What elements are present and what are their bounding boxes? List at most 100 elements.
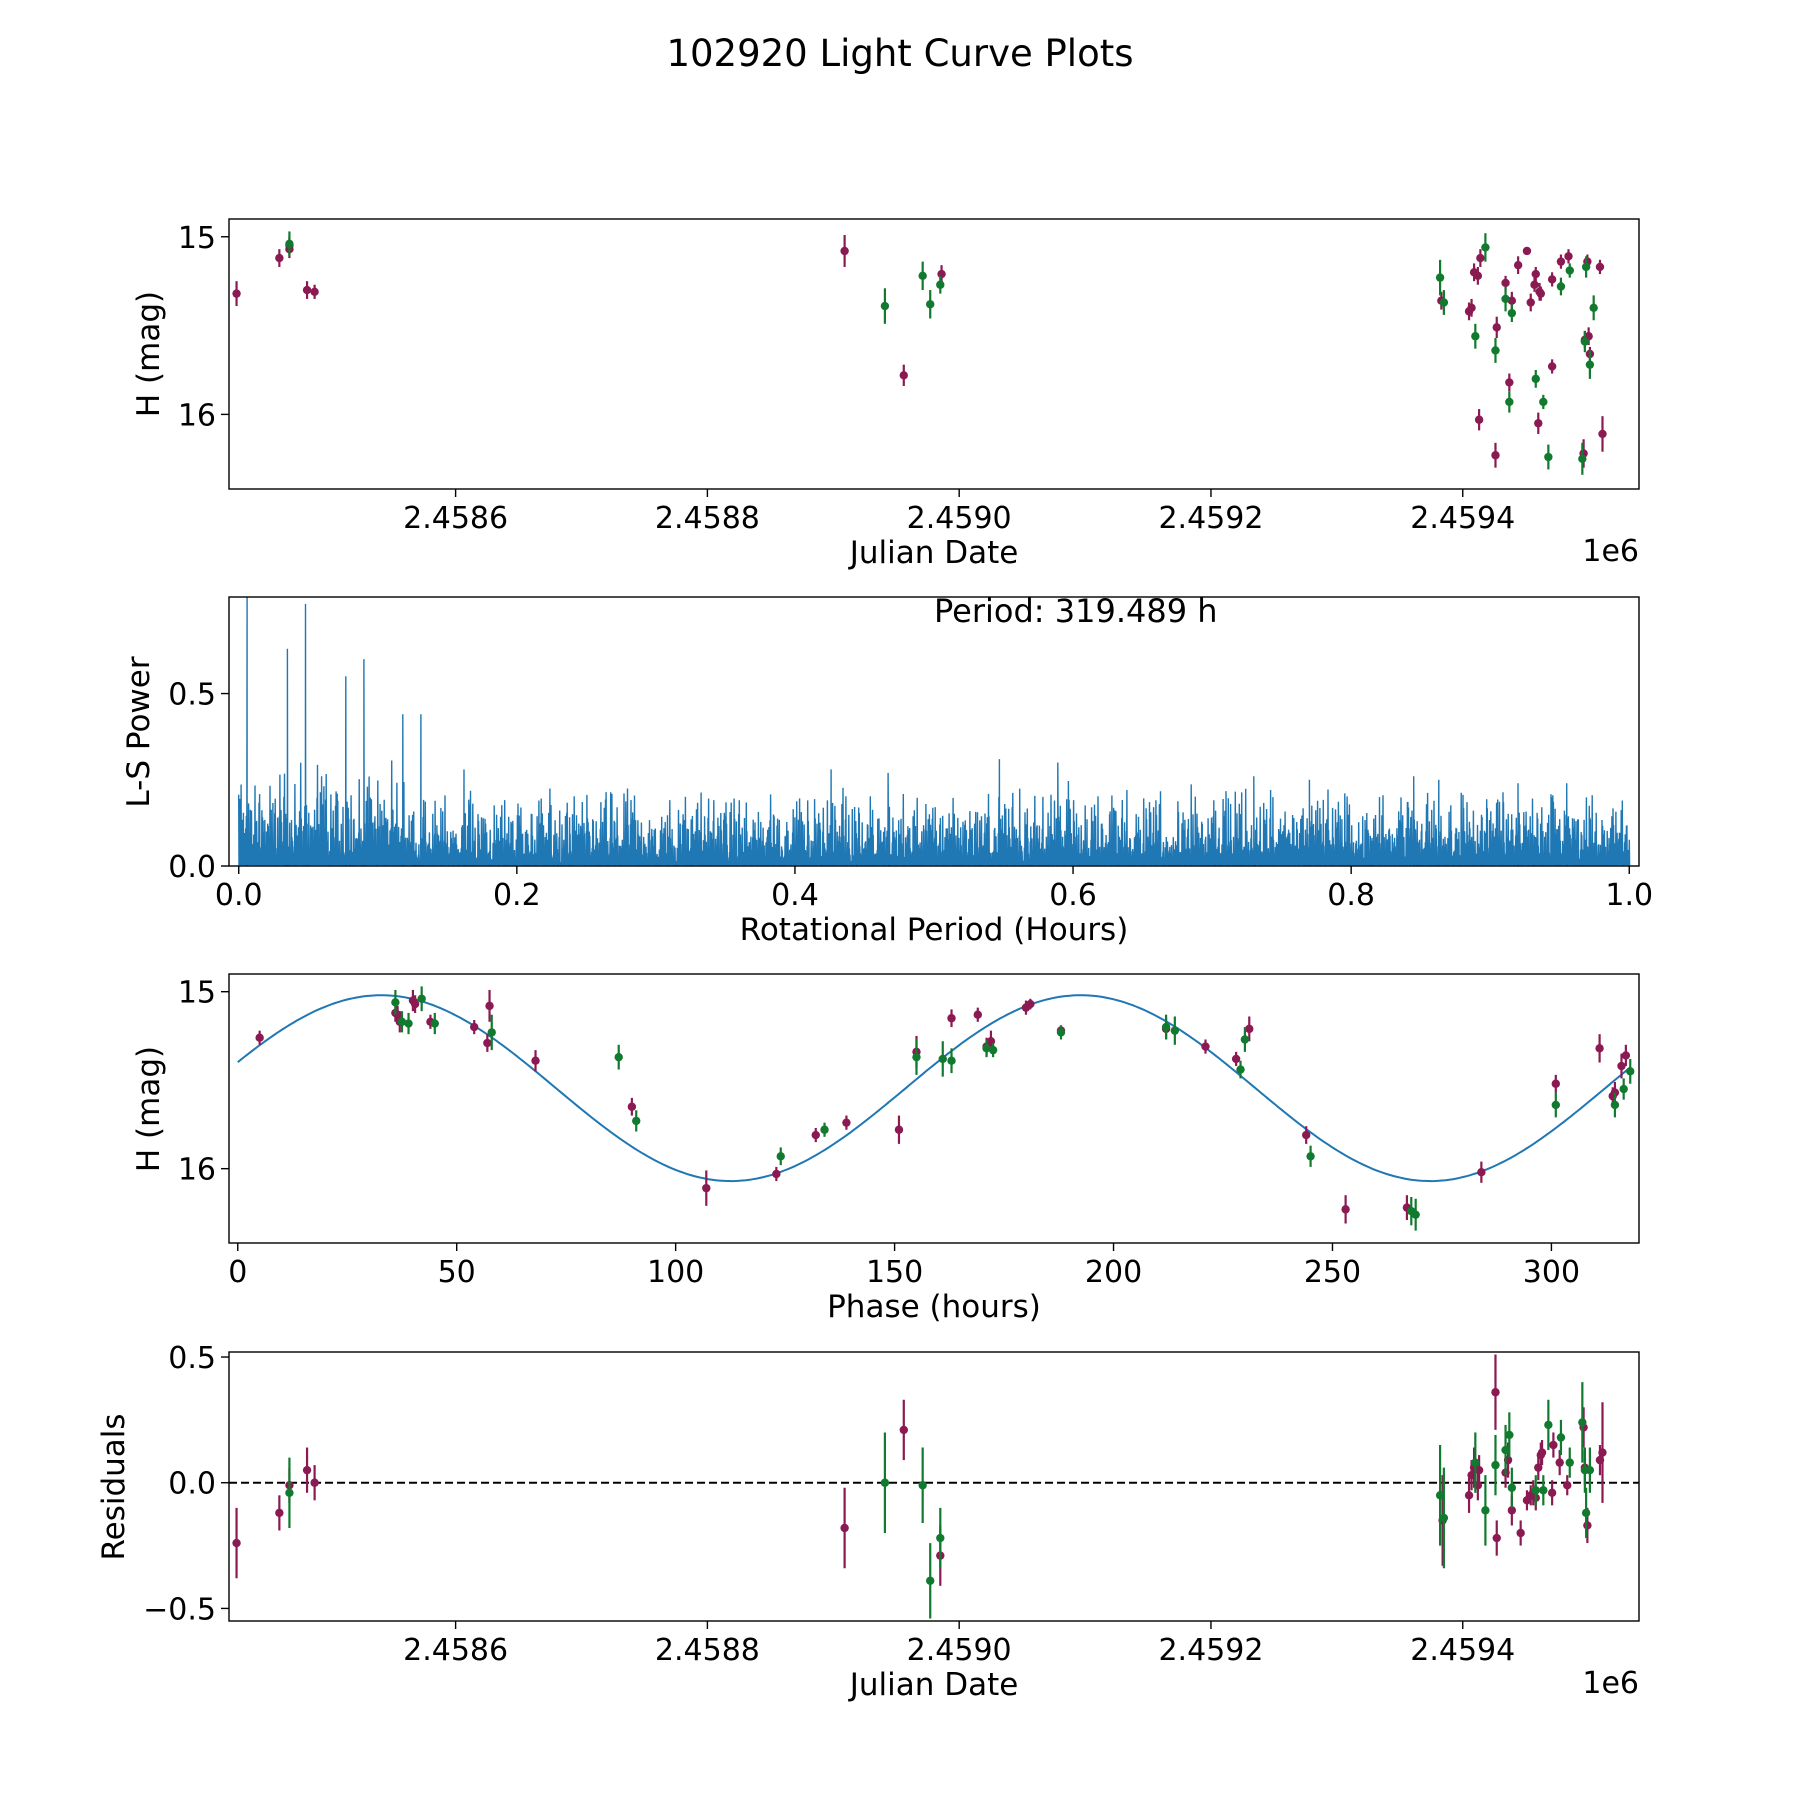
data-point xyxy=(880,1478,890,1487)
axes-frame xyxy=(228,973,1640,1244)
data-point xyxy=(285,239,294,249)
x-offset-label: 1e6 xyxy=(1582,1666,1639,1701)
data-point xyxy=(1505,397,1514,407)
data-point xyxy=(1245,1024,1254,1034)
data-point xyxy=(1473,271,1483,281)
data-point xyxy=(275,1508,284,1518)
data-point xyxy=(1536,289,1546,298)
data-point xyxy=(842,1118,851,1127)
x-tick-label: 0.6 xyxy=(1049,878,1097,913)
x-tick-label: 2.4594 xyxy=(1410,501,1515,536)
panel-raw-light-curve: 2.4586 2.4588 2.4590 2.4592 2.4594 15 16 Julia… xyxy=(131,218,1640,571)
data-point xyxy=(485,1001,494,1011)
data-point xyxy=(1585,360,1595,369)
data-point xyxy=(1492,323,1501,332)
x-axis-label: Phase (hours) xyxy=(827,1289,1041,1325)
data-point xyxy=(1621,1051,1631,1060)
y-axis-label: Residuals xyxy=(96,1413,132,1560)
data-point xyxy=(1481,1506,1490,1515)
data-point xyxy=(1474,415,1484,424)
data-point xyxy=(1464,1491,1474,1500)
data-point xyxy=(820,1125,829,1134)
data-point xyxy=(947,1056,956,1065)
data-point xyxy=(776,1152,785,1161)
data-point xyxy=(936,280,945,289)
y-tick-label: −0.5 xyxy=(143,1592,216,1627)
y-tick-label: 0.0 xyxy=(168,850,216,885)
data-point xyxy=(1556,282,1566,291)
data-point xyxy=(255,1033,264,1042)
x-tick-label: 2.4590 xyxy=(907,501,1012,536)
x-tick-label: 100 xyxy=(647,1255,704,1290)
data-point xyxy=(918,1481,927,1490)
data-point xyxy=(899,1425,908,1435)
x-tick-label: 300 xyxy=(1523,1255,1580,1290)
data-point xyxy=(840,246,849,256)
data-point xyxy=(1626,1067,1635,1076)
data-point xyxy=(1564,252,1573,261)
data-point xyxy=(1531,1486,1540,1495)
data-point xyxy=(1547,1488,1557,1497)
y-tick-label: 15 xyxy=(178,221,216,256)
data-point xyxy=(1471,1458,1480,1467)
data-point xyxy=(937,269,946,279)
x-tick-label: 2.4586 xyxy=(403,1633,508,1668)
data-point xyxy=(1240,1035,1250,1044)
data-point xyxy=(1551,1100,1561,1110)
x-tick-label: 2.4588 xyxy=(655,501,760,536)
periodogram-line xyxy=(238,597,1631,866)
data-point xyxy=(302,1465,312,1475)
data-point xyxy=(627,1102,637,1111)
data-point xyxy=(899,371,908,380)
y-tick-label: 0.5 xyxy=(168,678,216,713)
y-tick-label: 0.0 xyxy=(168,1467,216,1502)
data-point xyxy=(1476,253,1485,263)
series-green xyxy=(285,231,1598,475)
x-tick-label: 2.4592 xyxy=(1158,501,1263,536)
data-point xyxy=(1565,266,1574,275)
data-point xyxy=(1026,999,1035,1009)
data-point xyxy=(470,1022,479,1032)
data-point xyxy=(1513,260,1523,270)
x-tick-label: 0.4 xyxy=(771,878,819,913)
data-point xyxy=(926,1576,935,1585)
y-tick-label: 0.5 xyxy=(168,1341,216,1376)
data-point xyxy=(1491,346,1500,355)
data-point xyxy=(1555,1458,1564,1467)
data-point xyxy=(1439,298,1449,307)
data-point xyxy=(275,253,284,263)
x-axis-label: Rotational Period (Hours) xyxy=(740,912,1129,948)
data-point xyxy=(614,1052,623,1062)
data-point xyxy=(1531,374,1540,384)
data-point xyxy=(410,999,420,1009)
data-point xyxy=(894,1125,904,1134)
data-point xyxy=(1302,1130,1311,1140)
y-axis-label: H (mag) xyxy=(131,291,167,417)
data-point xyxy=(232,1538,241,1548)
data-point xyxy=(285,1488,294,1497)
data-point xyxy=(1565,1458,1574,1467)
data-point xyxy=(1549,1440,1558,1450)
data-point xyxy=(487,1028,496,1037)
y-axis-label: L-S Power xyxy=(121,656,157,807)
data-point xyxy=(1501,278,1510,288)
data-point xyxy=(1585,1465,1595,1475)
data-point xyxy=(1619,1084,1628,1094)
data-point xyxy=(1201,1042,1210,1051)
data-point xyxy=(1491,1388,1500,1397)
data-point xyxy=(772,1169,781,1179)
data-point xyxy=(1491,451,1500,460)
data-point xyxy=(702,1183,711,1193)
period-annotation: Period: 319.489 h xyxy=(934,592,1218,630)
data-point xyxy=(1161,1022,1171,1032)
y-axis-label: H (mag) xyxy=(131,1046,167,1172)
x-tick-label: 2.4592 xyxy=(1158,1633,1263,1668)
data-point xyxy=(1583,1521,1592,1530)
data-point xyxy=(1598,1448,1607,1457)
axes-frame xyxy=(228,1351,1640,1622)
data-point xyxy=(1236,1065,1245,1074)
series-green xyxy=(391,986,1635,1231)
data-point xyxy=(391,998,400,1007)
data-point xyxy=(1595,262,1605,272)
